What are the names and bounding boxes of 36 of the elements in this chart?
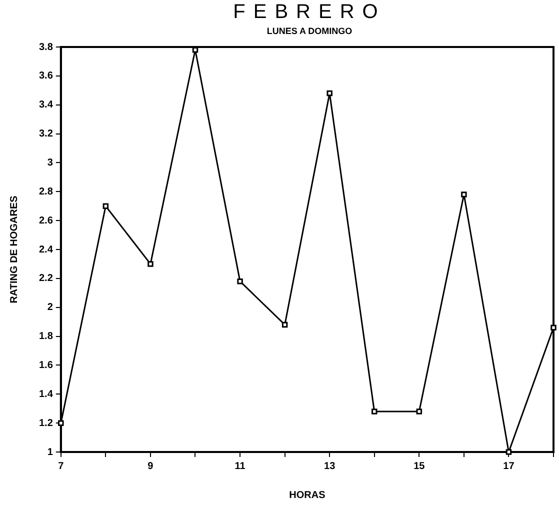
y-tick-label: 2.4 xyxy=(38,244,54,256)
x-tick-label: 13 xyxy=(324,460,336,472)
point xyxy=(58,420,64,426)
y-tick-label: 1 xyxy=(47,446,54,458)
y-tick-label: 1.4 xyxy=(38,388,54,400)
y-tick-label: 2.8 xyxy=(38,186,54,198)
x-tick-label: 15 xyxy=(414,460,426,472)
y-tick-label: 1.2 xyxy=(38,418,54,429)
point xyxy=(326,90,332,96)
y-tick-label: 2.6 xyxy=(38,215,54,226)
y-tick-label: 3.8 xyxy=(38,42,54,53)
y-tick-label: 2 xyxy=(47,302,54,314)
chart-title: FEBRERO xyxy=(232,0,387,24)
y-tick-label: 1.8 xyxy=(38,331,54,342)
point xyxy=(416,408,422,414)
y-tick-label: 1.6 xyxy=(38,360,54,371)
point xyxy=(237,278,243,284)
x-tick-label: 9 xyxy=(148,460,154,472)
point xyxy=(550,324,556,330)
y-tick-label: 3.2 xyxy=(38,128,54,140)
point xyxy=(461,192,467,198)
point xyxy=(282,322,288,328)
point xyxy=(148,261,154,267)
y-tick-label: 3 xyxy=(47,157,54,168)
y-axis-title: RATING DE HOGARES xyxy=(8,195,20,304)
y-tick-label: 3.6 xyxy=(38,70,54,82)
point xyxy=(102,203,109,209)
x-tick-label: 7 xyxy=(58,460,64,472)
point xyxy=(506,449,512,455)
y-tick-label: 2.2 xyxy=(38,273,54,284)
x-axis-title: HORAS xyxy=(289,490,326,501)
point xyxy=(372,408,378,414)
chart-subtitle: LUNES A DOMINGO xyxy=(266,25,354,38)
x-tick-label: 17 xyxy=(503,460,515,472)
y-tick-label: 3.4 xyxy=(38,100,54,111)
x-tick-label: 11 xyxy=(234,460,246,472)
